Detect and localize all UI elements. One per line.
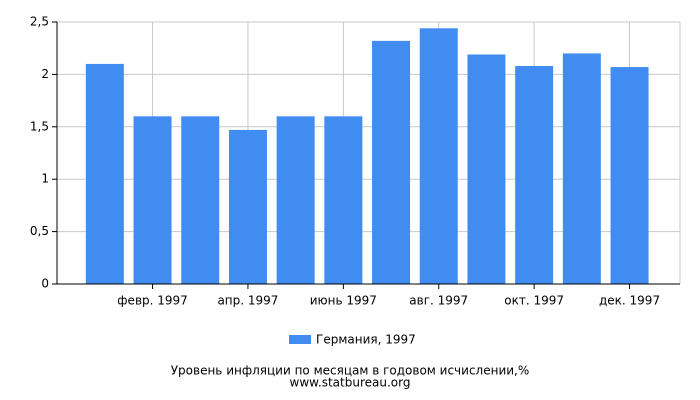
bar <box>467 54 506 284</box>
bar <box>85 63 124 284</box>
legend-label: Германия, 1997 <box>316 333 416 347</box>
y-tick-label: 0 <box>41 277 49 291</box>
y-tick-label: 1,5 <box>30 119 49 133</box>
bar <box>181 116 220 284</box>
bar <box>610 67 649 285</box>
legend-swatch <box>289 335 311 344</box>
bar <box>419 28 458 285</box>
x-tick-label: апр. 1997 <box>217 294 278 308</box>
bar <box>133 116 172 284</box>
x-tick-label: февр. 1997 <box>117 294 188 308</box>
chart-title: Уровень инфляции по месяцам в годовом ис… <box>171 364 530 378</box>
bar <box>562 53 601 284</box>
x-tick-label: дек. 1997 <box>599 294 660 308</box>
x-tick-label: июнь 1997 <box>310 294 377 308</box>
x-tick-label: окт. 1997 <box>504 294 564 308</box>
bar <box>372 40 411 284</box>
chart-subtitle: www.statbureau.org <box>290 376 411 390</box>
bar <box>228 129 267 284</box>
y-tick-label: 1 <box>41 172 49 186</box>
bar <box>276 116 315 284</box>
y-tick-label: 2,5 <box>30 15 49 29</box>
bar <box>324 116 363 284</box>
y-tick-label: 0,5 <box>30 224 49 238</box>
x-tick-label: авг. 1997 <box>409 294 468 308</box>
bar <box>515 66 554 285</box>
y-tick-label: 2 <box>41 67 49 81</box>
